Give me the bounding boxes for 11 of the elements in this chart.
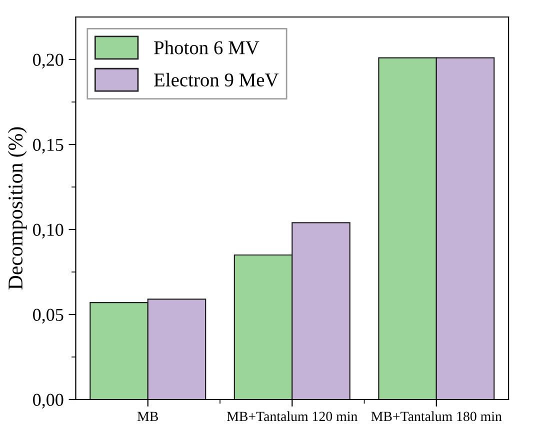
y-axis-title: Decomposition (%): [8, 127, 27, 290]
x-tick-label: MB+Tantalum 180 min: [371, 411, 502, 422]
y-tick-label: 0,15: [33, 138, 64, 154]
y-tick-label: 0,20: [33, 54, 64, 69]
y-tick-label: 0,00: [33, 394, 64, 409]
legend-label: Photon 6 MV: [154, 40, 260, 54]
y-tick-label: 0,10: [33, 224, 64, 239]
legend-label: Electron 9 MeV: [154, 72, 279, 87]
y-tick-label: 0,05: [33, 308, 64, 324]
x-tick-label: MB+Tantalum 120 min: [227, 411, 358, 422]
x-tick-label: MB: [137, 412, 158, 421]
